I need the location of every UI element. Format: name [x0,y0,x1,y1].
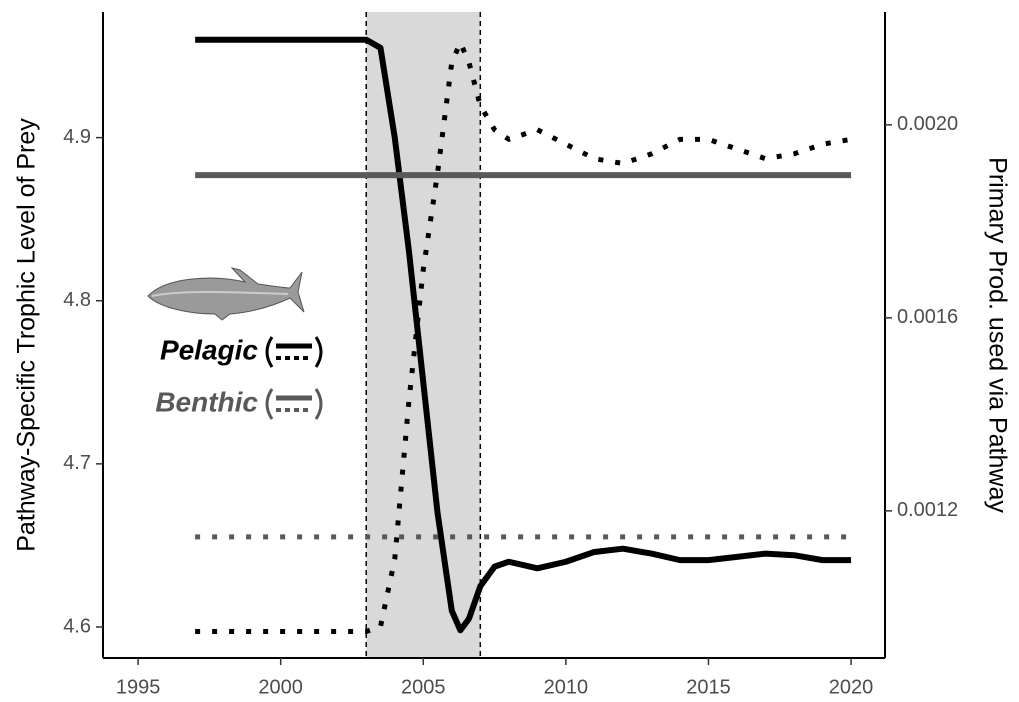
x-tick-label: 2020 [829,676,874,698]
x-tick-label: 2015 [686,676,731,698]
y2-tick-label: 0.0016 [897,306,958,328]
legend: Pelagic Benthic [155,334,323,420]
legend-label: Pelagic [160,334,258,365]
legend-paren [265,388,274,420]
y-axis-title: Pathway-Specific Trophic Level of Prey [13,118,41,552]
y2-tick-label: 0.0012 [897,499,958,521]
legend-paren [265,336,274,368]
x-tick-label: 2000 [258,676,303,698]
fish-icon [147,267,305,321]
legend-paren [314,388,323,420]
y-tick-label: 4.9 [63,126,91,148]
y2-axis-title: Primary Prod. used via Pathway [983,157,1011,513]
y-tick-label: 4.7 [63,452,91,474]
shaded-period [366,12,481,658]
series-line [195,40,852,634]
series-line [195,36,852,634]
x-tick-label: 1995 [116,676,161,698]
legend-label: Benthic [155,386,258,417]
y-tick-label: 4.6 [63,615,91,637]
legend-paren [314,336,323,368]
y-tick-label: 4.8 [63,289,91,311]
x-tick-label: 2005 [401,676,446,698]
y2-tick-label: 0.0020 [897,113,958,135]
x-tick-label: 2010 [544,676,589,698]
